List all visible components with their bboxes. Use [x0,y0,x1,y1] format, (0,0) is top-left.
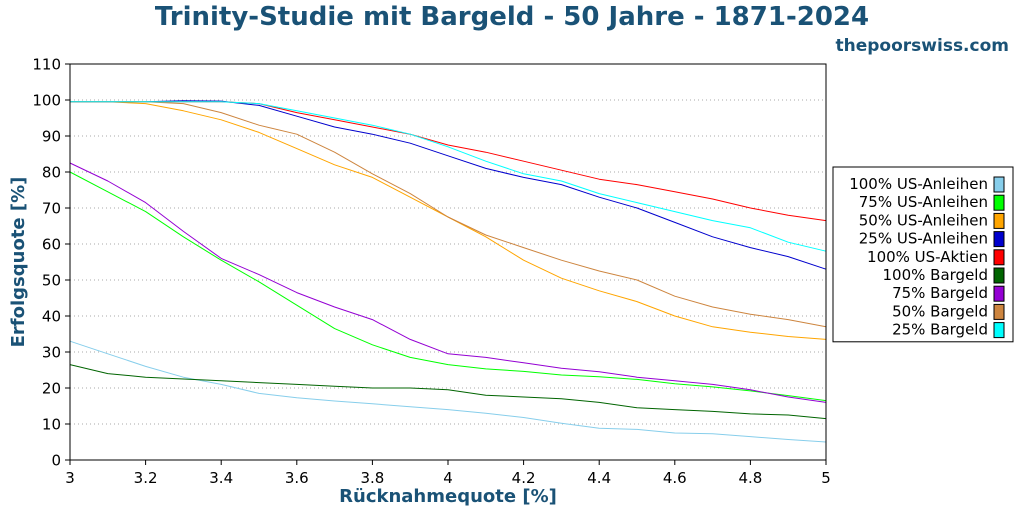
x-tick-label: 3.2 [134,469,158,487]
x-tick-label: 3.4 [209,469,233,487]
y-tick-label: 80 [42,164,61,182]
legend-swatch [993,194,1005,211]
grid-lines [70,63,826,461]
x-axis-ticks: 3 3.2 3.4 3.6 3.8 4 4.2 4.4 4.6 4.8 5 [65,460,831,487]
y-tick-label: 30 [42,344,61,362]
legend-box [832,166,1014,343]
y-tick-label: 10 [42,416,61,434]
series-line [69,340,827,443]
series-line [70,101,827,222]
y-axis-label: Erfolgsquote [%] [8,177,29,348]
y-tick-label: 100 [32,92,61,110]
legend-label: 50% Bargeld [892,302,988,320]
y-tick-label: 70 [42,200,61,218]
x-tick-label: 4.2 [512,469,536,487]
y-tick-label: 50 [42,272,61,290]
legend-label: 100% Bargeld [883,266,988,284]
y-tick-label: 20 [42,380,61,398]
legend-swatch [993,322,1005,339]
x-tick-label: 3.8 [360,469,384,487]
legend-swatch [993,303,1005,320]
legend-swatch [993,212,1005,229]
x-axis-label: Rücknahmequote [%] [339,486,557,507]
series-lines [69,100,827,443]
y-axis-ticks: 0 10 20 30 40 50 60 70 80 90 100 110 [32,56,70,470]
series-line [70,101,827,252]
y-tick-label: 40 [42,308,61,326]
y-tick-label: 110 [32,56,61,74]
legend-label: 25% Bargeld [892,321,988,339]
x-tick-label: 4.6 [663,469,687,487]
y-tick-label: 0 [51,452,61,470]
x-tick-label: 3.6 [285,469,309,487]
chart-title: Trinity-Studie mit Bargeld - 50 Jahre - … [155,2,869,32]
series-line [69,171,827,402]
legend-swatch [993,231,1005,248]
y-tick-label: 90 [42,128,61,146]
legend-swatch [993,267,1005,284]
legend-label: 100% US-Aktien [867,248,988,266]
series-line [70,101,827,328]
x-tick-label: 4.8 [738,469,762,487]
legend-label: 75% Bargeld [892,284,988,302]
legend-swatch [993,176,1005,193]
x-tick-label: 3 [65,469,75,487]
x-tick-label: 4 [443,469,453,487]
x-tick-label: 4.4 [587,469,611,487]
series-line [69,364,827,420]
legend-label: 25% US-Anleihen [859,230,988,248]
legend-label: 75% US-Anleihen [859,193,988,211]
series-line [69,162,827,403]
plot-frame [69,63,827,461]
legend-label: 50% US-Anleihen [859,211,988,229]
legend-swatch [993,249,1005,266]
y-tick-label: 60 [42,236,61,254]
legend-swatch [993,285,1005,302]
x-tick-label: 5 [821,469,831,487]
legend-label: 100% US-Anleihen [849,175,988,193]
source-label: thepoorswiss.com [836,36,1010,56]
series-line [70,100,827,270]
